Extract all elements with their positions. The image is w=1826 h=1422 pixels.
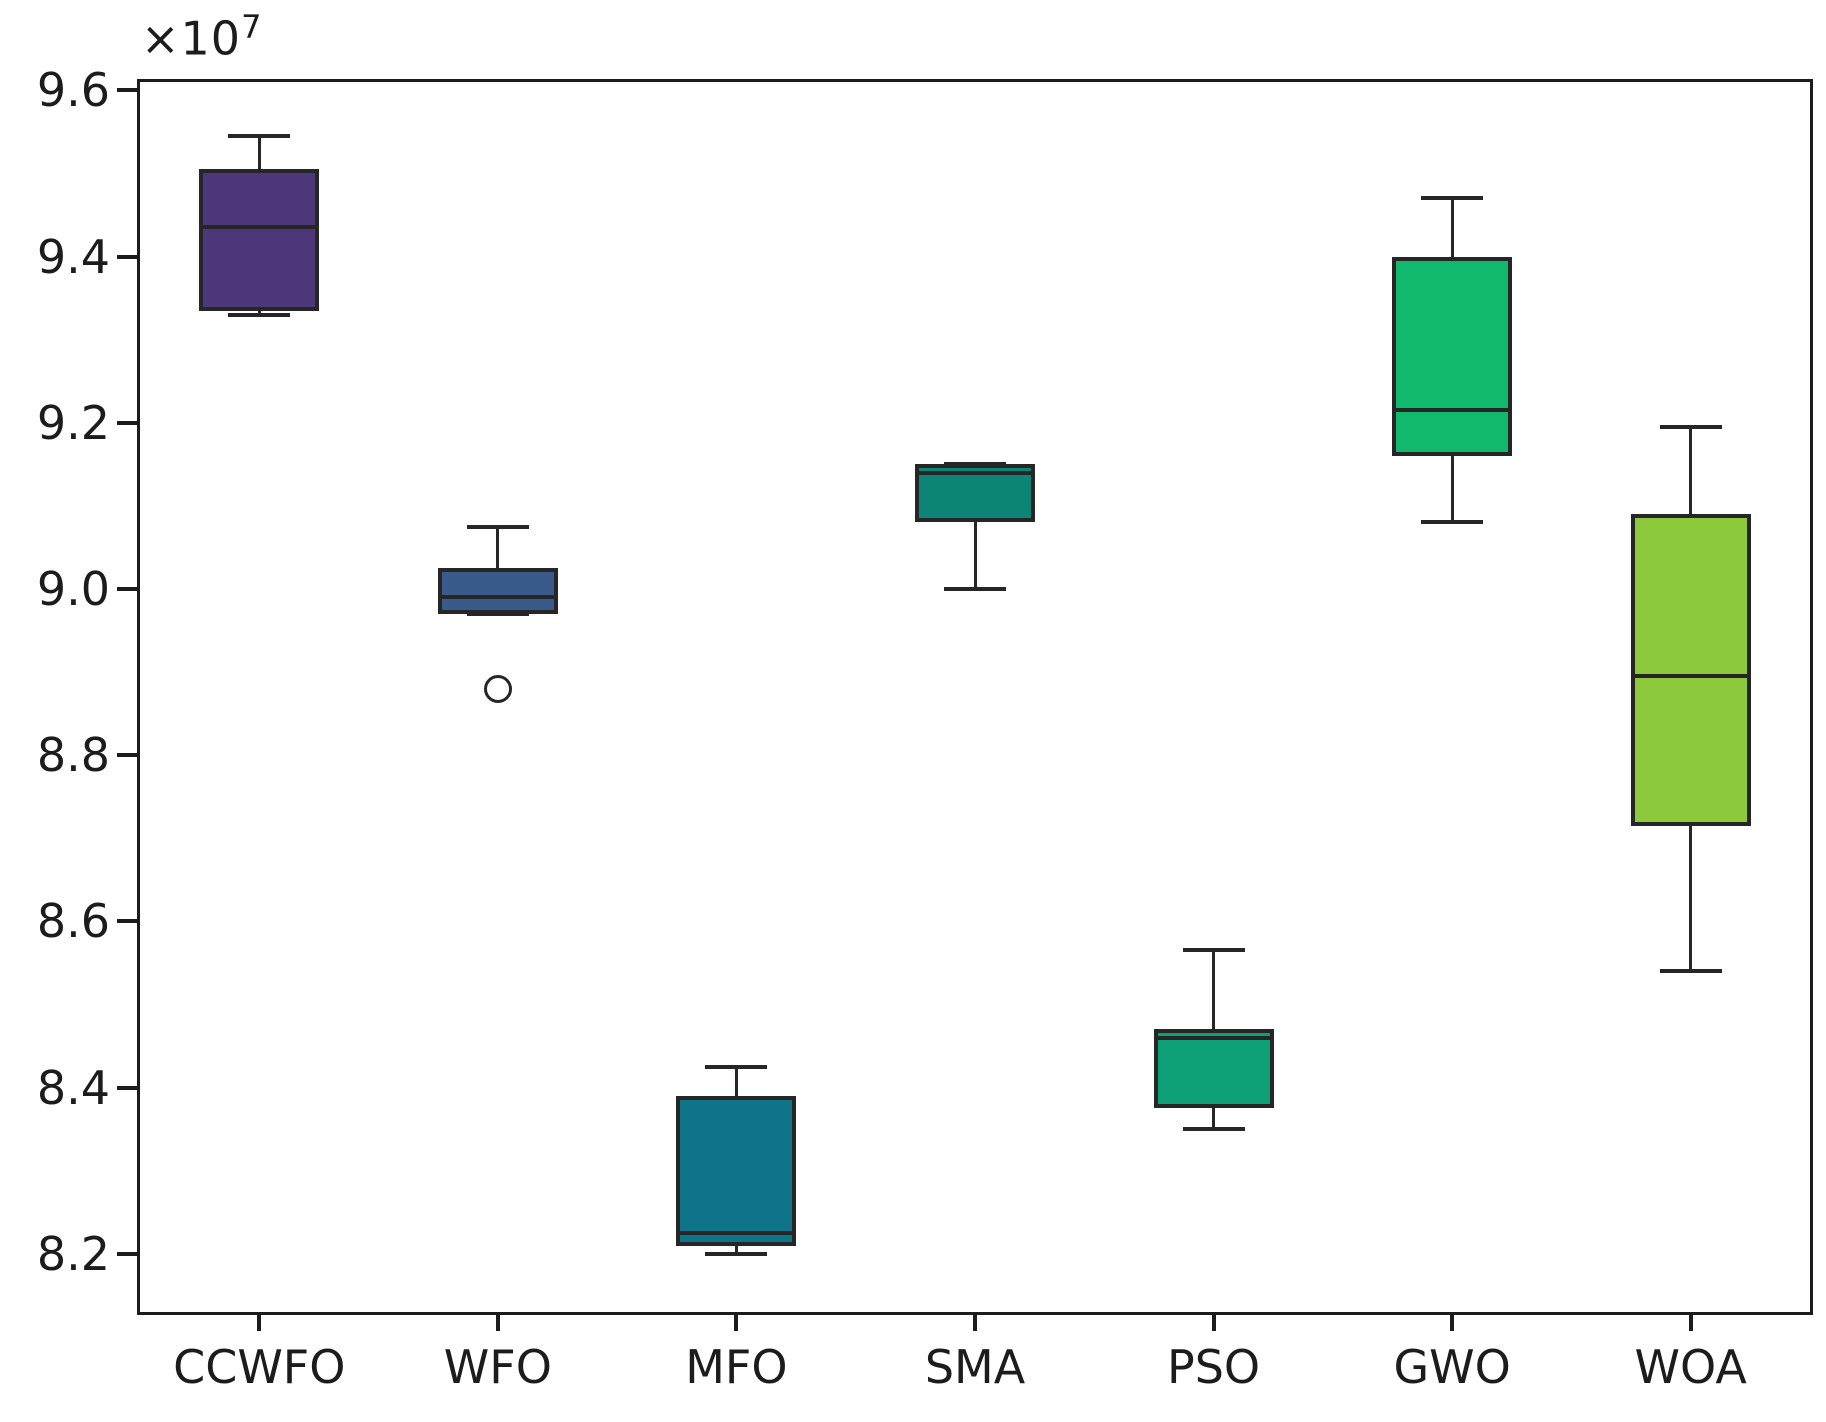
box-mfo <box>676 1095 797 1246</box>
y-tick-label: 9.0 <box>36 561 110 616</box>
box-gwo <box>1392 256 1513 456</box>
median-wfo <box>437 595 558 600</box>
y-tick-label: 8.6 <box>36 894 110 949</box>
lower-cap-sma <box>944 586 1006 591</box>
lower-cap-wfo <box>466 611 529 616</box>
median-ccwfo <box>199 225 320 230</box>
lower-whisker-sma <box>973 522 977 589</box>
upper-cap-gwo <box>1421 196 1484 201</box>
x-tick-label-pso: PSO <box>1166 1340 1261 1394</box>
upper-cap-pso <box>1182 948 1245 953</box>
y-tick-mark <box>117 1251 137 1256</box>
y-tick-mark <box>117 420 137 425</box>
y-tick-label: 9.2 <box>36 395 110 450</box>
y-tick-mark <box>117 254 137 259</box>
y-tick-label: 8.4 <box>36 1060 110 1115</box>
median-pso <box>1153 1035 1274 1040</box>
box-ccwfo <box>199 169 320 311</box>
upper-whisker-pso <box>1212 950 1216 1030</box>
offset-exponent: 7 <box>241 8 263 46</box>
lower-whisker-pso <box>1212 1108 1216 1130</box>
x-tick-mark <box>257 1312 262 1331</box>
y-tick-label: 8.2 <box>36 1226 110 1281</box>
x-tick-label-woa: WOA <box>1634 1340 1747 1394</box>
lower-cap-gwo <box>1421 520 1484 525</box>
plot-area <box>137 79 1813 1315</box>
lower-cap-ccwfo <box>228 312 291 317</box>
y-tick-mark <box>117 919 137 924</box>
upper-cap-wfo <box>466 524 529 529</box>
x-tick-mark <box>1688 1312 1693 1331</box>
upper-cap-woa <box>1659 424 1722 429</box>
upper-whisker-gwo <box>1450 198 1454 257</box>
x-tick-mark <box>973 1312 977 1331</box>
box-pso <box>1153 1029 1274 1109</box>
y-tick-label: 8.8 <box>36 728 110 783</box>
y-tick-mark <box>117 753 137 758</box>
y-tick-mark <box>117 586 137 591</box>
lower-whisker-woa <box>1689 825 1693 972</box>
x-tick-mark <box>734 1312 739 1331</box>
median-woa <box>1630 674 1751 679</box>
y-axis-offset-label: ×107 <box>141 8 262 65</box>
x-tick-label-gwo: GWO <box>1393 1340 1511 1394</box>
median-mfo <box>676 1231 797 1236</box>
y-tick-label: 9.4 <box>36 229 110 284</box>
y-tick-mark <box>117 1085 137 1090</box>
lower-whisker-mfo <box>734 1245 738 1254</box>
x-tick-mark <box>1211 1312 1216 1331</box>
lower-whisker-ccwfo <box>257 310 261 315</box>
upper-cap-mfo <box>705 1064 768 1069</box>
upper-whisker-mfo <box>734 1066 738 1096</box>
lower-cap-pso <box>1182 1127 1245 1132</box>
x-tick-label-wfo: WFO <box>443 1340 552 1394</box>
lower-whisker-gwo <box>1450 455 1454 523</box>
y-tick-mark <box>117 88 137 93</box>
box-wfo <box>437 568 558 614</box>
upper-whisker-ccwfo <box>257 136 261 170</box>
offset-base: ×10 <box>141 11 242 66</box>
box-woa <box>1630 514 1751 826</box>
y-tick-label: 9.6 <box>36 63 110 118</box>
median-sma <box>915 470 1035 475</box>
x-tick-label-mfo: MFO <box>685 1340 788 1394</box>
upper-whisker-wfo <box>496 526 500 569</box>
x-tick-mark <box>495 1312 500 1331</box>
outlier-wfo <box>483 674 512 703</box>
lower-cap-woa <box>1659 969 1722 974</box>
x-tick-mark <box>1450 1312 1455 1331</box>
x-tick-label-sma: SMA <box>924 1340 1026 1394</box>
upper-cap-ccwfo <box>228 134 291 139</box>
lower-cap-mfo <box>705 1251 768 1256</box>
upper-whisker-woa <box>1689 426 1693 515</box>
x-tick-label-ccwfo: CCWFO <box>173 1340 346 1394</box>
median-gwo <box>1392 408 1513 413</box>
